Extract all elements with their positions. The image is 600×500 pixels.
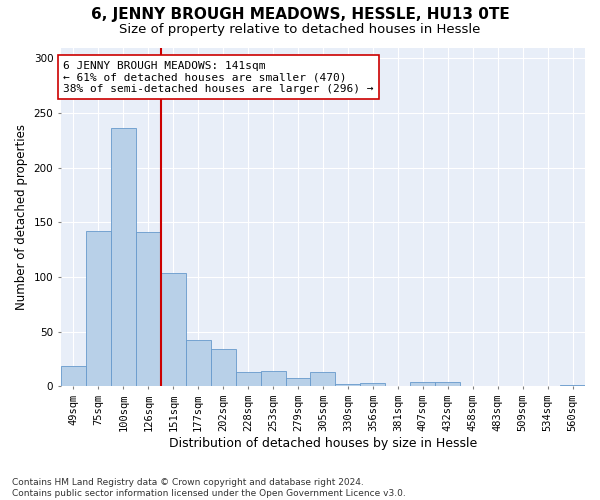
Bar [410, 382, 435, 386]
Bar [335, 384, 361, 386]
X-axis label: Distribution of detached houses by size in Hessle: Distribution of detached houses by size … [169, 437, 477, 450]
Bar [186, 340, 211, 386]
Text: Contains HM Land Registry data © Crown copyright and database right 2024.
Contai: Contains HM Land Registry data © Crown c… [12, 478, 406, 498]
Bar [361, 383, 385, 386]
Bar [435, 382, 460, 386]
Bar [260, 371, 286, 386]
Bar [236, 372, 260, 386]
Text: 6, JENNY BROUGH MEADOWS, HESSLE, HU13 0TE: 6, JENNY BROUGH MEADOWS, HESSLE, HU13 0T… [91, 8, 509, 22]
Bar [136, 232, 161, 386]
Bar [111, 128, 136, 386]
Bar [560, 385, 585, 386]
Bar [86, 231, 111, 386]
Text: 6 JENNY BROUGH MEADOWS: 141sqm
← 61% of detached houses are smaller (470)
38% of: 6 JENNY BROUGH MEADOWS: 141sqm ← 61% of … [64, 60, 374, 94]
Bar [211, 349, 236, 387]
Y-axis label: Number of detached properties: Number of detached properties [15, 124, 28, 310]
Bar [61, 366, 86, 386]
Bar [161, 272, 186, 386]
Text: Size of property relative to detached houses in Hessle: Size of property relative to detached ho… [119, 22, 481, 36]
Bar [310, 372, 335, 386]
Bar [286, 378, 310, 386]
